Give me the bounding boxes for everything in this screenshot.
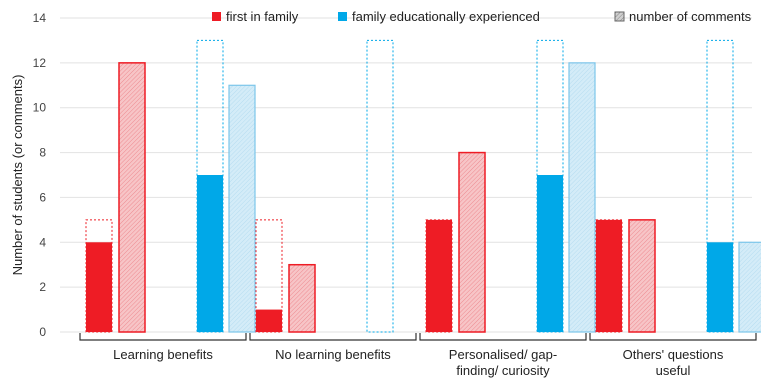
total-outline-educationally-experienced [366, 39, 394, 333]
y-tick-label: 12 [33, 56, 47, 70]
y-tick-label: 14 [33, 11, 47, 25]
category-bracket [419, 333, 587, 341]
category-bracket [589, 333, 757, 341]
y-tick-label: 4 [39, 235, 46, 249]
bar-experienced-students [707, 242, 733, 332]
y-axis-label: Number of students (or comments) [10, 75, 25, 276]
bar-first-in-family-students [596, 219, 622, 332]
total-outline-first-in-family [255, 219, 283, 333]
y-axis: 0 2 4 6 8 10 12 14 Number of students (or commen… [10, 11, 46, 339]
legend-swatch [338, 12, 347, 21]
y-tick-label: 10 [33, 101, 47, 115]
bars [85, 39, 761, 333]
category-bracket [79, 333, 247, 341]
bar-experienced-comments [568, 62, 596, 333]
y-tick-label: 8 [39, 146, 46, 160]
x-axis: Learning benefits No learning benefits Per… [79, 333, 757, 378]
legend-label: first in family [226, 9, 299, 24]
bar-first-in-family-comments [288, 263, 316, 333]
bar-first-in-family-comments [458, 151, 486, 333]
y-tick-label: 2 [39, 280, 46, 294]
category-label: finding/ curiosity [456, 363, 550, 378]
legend-swatch [614, 11, 625, 22]
category-bracket [249, 333, 417, 341]
bar-experienced-students [197, 175, 223, 332]
bar-experienced-students [537, 175, 563, 332]
legend-label: family educationally experienced [352, 9, 540, 24]
total-outline-educationally-experienced [706, 39, 734, 333]
legend-swatch [212, 12, 221, 21]
category-label: Others' questions [623, 347, 724, 362]
bar-first-in-family-comments [628, 219, 656, 333]
bar-first-in-family-students [426, 219, 452, 332]
bar-experienced-comments [738, 241, 761, 333]
category-label: Learning benefits [113, 347, 213, 362]
bar-first-in-family-comments [118, 62, 146, 333]
bar-first-in-family-students [86, 242, 112, 332]
y-tick-label: 0 [39, 325, 46, 339]
y-tick-label: 6 [39, 190, 46, 204]
bar-experienced-comments [228, 84, 256, 333]
bar-first-in-family-students [256, 309, 282, 332]
legend: first in family family educationally expe… [212, 9, 752, 24]
legend-label: number of comments [629, 9, 752, 24]
category-label: Personalised/ gap- [449, 347, 557, 362]
category-label: No learning benefits [275, 347, 391, 362]
category-label: useful [656, 363, 691, 378]
gridlines [60, 17, 752, 333]
